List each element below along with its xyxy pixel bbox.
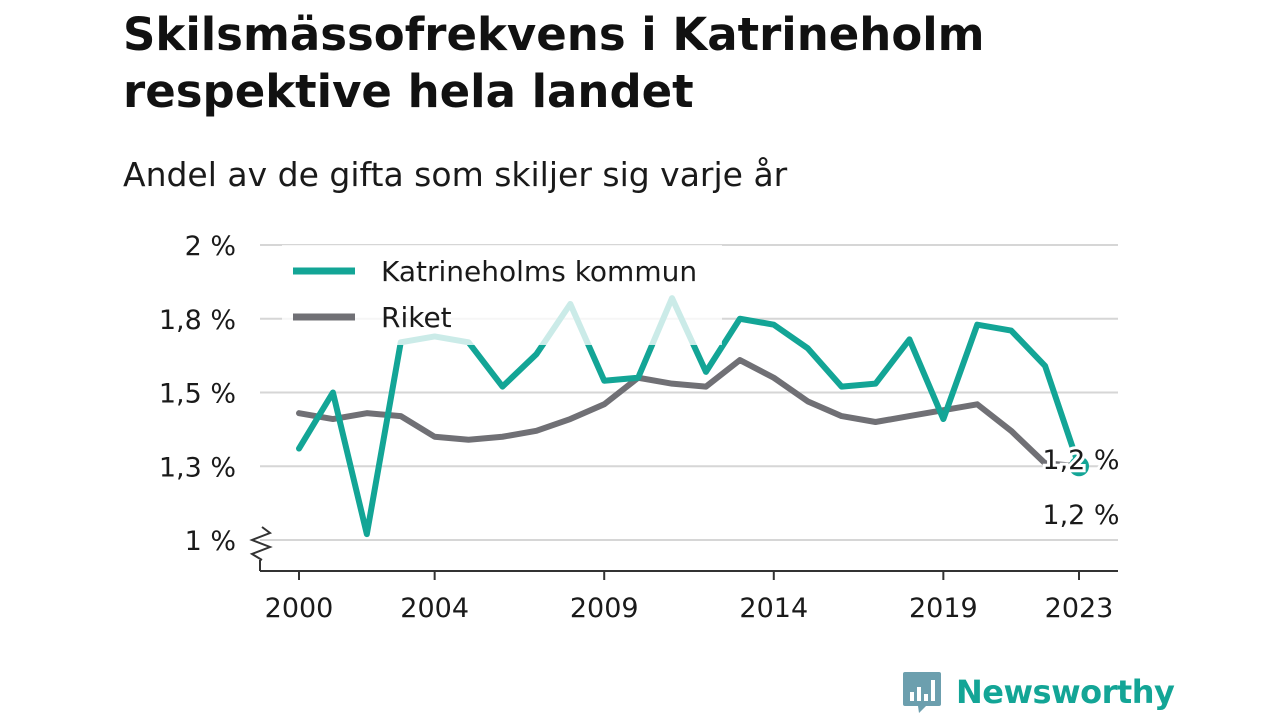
brand-name: Newsworthy [956,673,1175,711]
legend: Katrineholms kommun Riket [282,245,722,345]
x-tick-label: 2009 [570,593,639,624]
x-tick-label: 2023 [1045,593,1114,624]
y-tick-label: 2 % [185,231,236,262]
chart-subtitle: Andel av de gifta som skiljer sig varje … [123,155,788,194]
y-axis-tick-labels: 1 % 1,3 % 1,5 % 1,8 % 2 % [159,231,236,557]
end-label-katrineholm: 1,2 % [1042,445,1119,476]
axis-break-icon [249,526,273,561]
end-labels: 1,2 % 1,2 % [1039,442,1122,534]
chart-title: Skilsmässofrekvens i Katrineholm respekt… [123,8,985,118]
y-tick-label: 1,5 % [159,379,236,410]
y-tick-label: 1,8 % [159,305,236,336]
legend-label: Katrineholms kommun [381,255,697,288]
bar-chart-speech-bubble-icon [903,672,941,713]
axes [249,526,1118,572]
x-tick-label: 2000 [265,593,334,624]
end-label-riket: 1,2 % [1042,500,1119,531]
y-tick-label: 1,3 % [159,452,236,483]
end-point-marker [1069,456,1089,477]
legend-background [282,245,722,345]
legend-label: Riket [381,301,452,334]
x-axis-tick-labels: 2000 2004 2009 2014 2019 2023 [265,571,1114,624]
y-tick-label: 1 % [185,526,236,557]
x-tick-label: 2019 [909,593,978,624]
x-tick-label: 2014 [739,593,808,624]
newsworthy-logo: Newsworthy [902,670,1175,714]
x-tick-label: 2004 [400,593,469,624]
